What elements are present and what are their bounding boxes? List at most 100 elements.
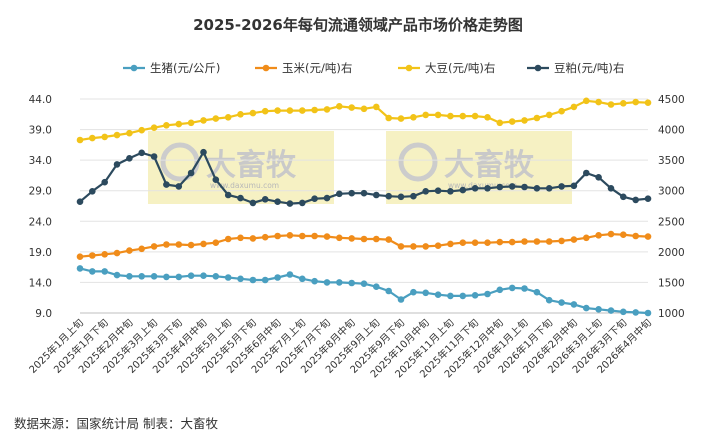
data-point [274, 232, 281, 240]
data-point [336, 279, 343, 286]
data-point [583, 234, 590, 242]
data-point [373, 283, 380, 291]
watermark-right: 大畜牧 www.daxumu.com [386, 131, 572, 204]
data-point [397, 115, 405, 122]
data-point [583, 97, 590, 105]
data-point [187, 272, 195, 280]
data-point [558, 237, 565, 245]
data-point [595, 174, 602, 181]
data-point [89, 188, 96, 195]
data-point [595, 98, 602, 106]
data-point [360, 235, 368, 243]
data-point [150, 124, 158, 131]
data-point [620, 100, 627, 107]
data-point [471, 292, 479, 299]
data-point [410, 114, 417, 121]
data-point [224, 114, 232, 121]
data-point [496, 238, 504, 246]
data-point [644, 233, 652, 240]
data-point [410, 192, 417, 200]
y-left-tick-label: 39.0 [29, 125, 52, 137]
y-left-tick-label: 14.0 [29, 277, 52, 289]
data-point [101, 133, 108, 141]
data-point [410, 243, 417, 250]
data-point [150, 243, 158, 250]
data-point [237, 194, 244, 202]
y-left-tick-label: 44.0 [29, 94, 52, 106]
data-point [508, 284, 516, 292]
data-point [583, 169, 590, 177]
data-point [545, 296, 553, 304]
legend: 生猪(元/公斤) 玉米(元/吨)右 大豆(元/吨)右 豆粕(元/吨)右 [123, 61, 624, 75]
gridlines [80, 98, 648, 314]
y-right-tick-label: 2500 [658, 216, 685, 228]
y-right-tick-label: 1500 [658, 277, 685, 289]
data-point [607, 101, 615, 108]
data-point [434, 291, 442, 299]
legend-label: 豆粕(元/吨)右 [554, 61, 624, 75]
data-point [76, 198, 84, 205]
legend-marker [262, 64, 270, 72]
data-point [224, 191, 232, 199]
legend-item: 玉米(元/吨)右 [255, 61, 352, 75]
data-point [138, 245, 145, 253]
data-point [126, 247, 133, 254]
y-right-tick-label: 4000 [658, 125, 685, 137]
data-point [126, 155, 133, 162]
data-point [126, 273, 133, 280]
data-point [113, 249, 121, 257]
data-point [163, 122, 170, 129]
data-point [558, 107, 565, 115]
data-point [348, 235, 356, 242]
data-point [607, 185, 615, 192]
data-point [175, 241, 183, 248]
data-point [496, 119, 504, 127]
y-right-tick-label: 3500 [658, 155, 685, 167]
data-point [101, 178, 108, 186]
data-point [175, 120, 183, 128]
data-point [533, 288, 541, 296]
data-point [632, 309, 639, 316]
data-point [113, 271, 121, 279]
data-point [89, 252, 96, 259]
data-point [459, 292, 467, 300]
data-point [237, 275, 244, 283]
data-point [447, 112, 454, 120]
series-0 [76, 265, 652, 317]
legend-item: 生猪(元/公斤) [123, 61, 220, 75]
data-point [508, 118, 516, 125]
y-right-tick-label: 3000 [658, 186, 685, 198]
series-2 [76, 97, 652, 144]
data-point [459, 186, 467, 194]
data-point [373, 103, 380, 111]
data-point [385, 236, 393, 243]
x-axis: 2025年1月上旬2025年1月下旬2025年2月中旬2025年3月上旬2025… [26, 316, 654, 380]
data-point [286, 200, 294, 207]
data-point [311, 277, 318, 285]
data-point [385, 114, 393, 122]
data-point [484, 114, 491, 121]
data-point [533, 238, 541, 245]
data-point [595, 232, 602, 239]
data-point [558, 183, 565, 190]
data-point [620, 308, 627, 316]
data-point [200, 148, 207, 156]
data-point [163, 181, 170, 188]
data-point [274, 274, 281, 281]
y-axis-right: 1000 1500 2000 2500 3000 3500 4000 4500 [658, 94, 685, 320]
data-point [545, 185, 553, 192]
data-point [558, 299, 565, 306]
data-point [422, 111, 430, 119]
data-point [150, 153, 158, 160]
data-point [138, 273, 145, 280]
data-point [447, 188, 454, 195]
data-point [471, 112, 479, 120]
data-point [422, 243, 430, 250]
data-point [570, 182, 578, 190]
data-point [583, 304, 590, 312]
data-point [323, 233, 331, 240]
data-point [397, 243, 405, 250]
data-point [644, 99, 652, 106]
y-left-tick-label: 19.0 [29, 247, 52, 259]
